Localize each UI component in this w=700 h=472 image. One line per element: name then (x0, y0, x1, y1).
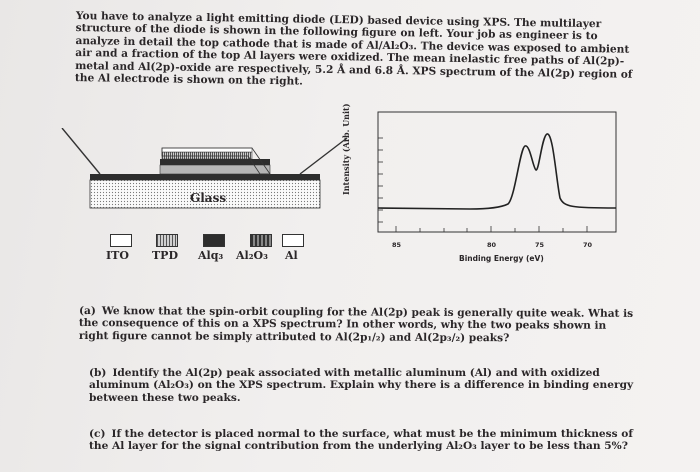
alq3-layer (160, 159, 270, 165)
glass-label: Glass (190, 191, 227, 205)
legend-swatch-al (282, 234, 304, 247)
question-a: (a) We know that the spin-orbit coupling … (79, 305, 634, 345)
question-b: (b) Identify the Al(2p) peak associated w… (89, 367, 634, 404)
legend-swatch-al2o3 (250, 234, 272, 247)
legend-label-al2o3: Al₂O₃ (236, 249, 268, 262)
x-tick-80: 80 (487, 241, 497, 249)
al2o3-layer (161, 151, 253, 160)
device-stack-drawing (61, 127, 348, 209)
glass-layer (89, 179, 321, 209)
xps-spectrum (377, 111, 617, 233)
plot-frame (377, 111, 617, 233)
question-c-text: If the detector is placed normal to the … (89, 428, 633, 453)
question-a-label: (a) (78, 305, 96, 318)
x-tick-75: 75 (535, 241, 545, 249)
legend-label-alq3: Alq₃ (198, 249, 224, 262)
plot-x-axis-label: Binding Energy (eV) (459, 254, 544, 263)
intro-paragraph: You have to analyze a light emitting dio… (74, 10, 633, 88)
question-c-label: (c) (89, 428, 106, 440)
question-b-label: (b) (89, 367, 107, 379)
x-tick-70: 70 (583, 241, 593, 249)
x-tick-85: 85 (392, 241, 402, 249)
xps-plot (350, 108, 620, 268)
question-a-text: We know that the spin-orbit coupling for… (78, 305, 634, 345)
legend-label-ito: ITO (106, 249, 129, 262)
tpd-layer (159, 164, 271, 175)
question-b-text: Identify the Al(2p) peak associated with… (89, 367, 634, 404)
legend-swatch-ito (110, 234, 132, 247)
device-diagram: Glass ITO TPD Alq₃ Al₂O₃ Al (60, 127, 350, 268)
ito-layer (90, 174, 320, 180)
legend-label-al: Al (285, 249, 298, 262)
legend-label-tpd: TPD (152, 249, 178, 262)
legend-swatch-alq3 (203, 234, 225, 247)
legend-swatch-tpd (156, 234, 178, 247)
question-c: (c) If the detector is placed normal to t… (89, 428, 634, 453)
al-layer (161, 147, 253, 153)
spectrum-curve (377, 133, 617, 210)
